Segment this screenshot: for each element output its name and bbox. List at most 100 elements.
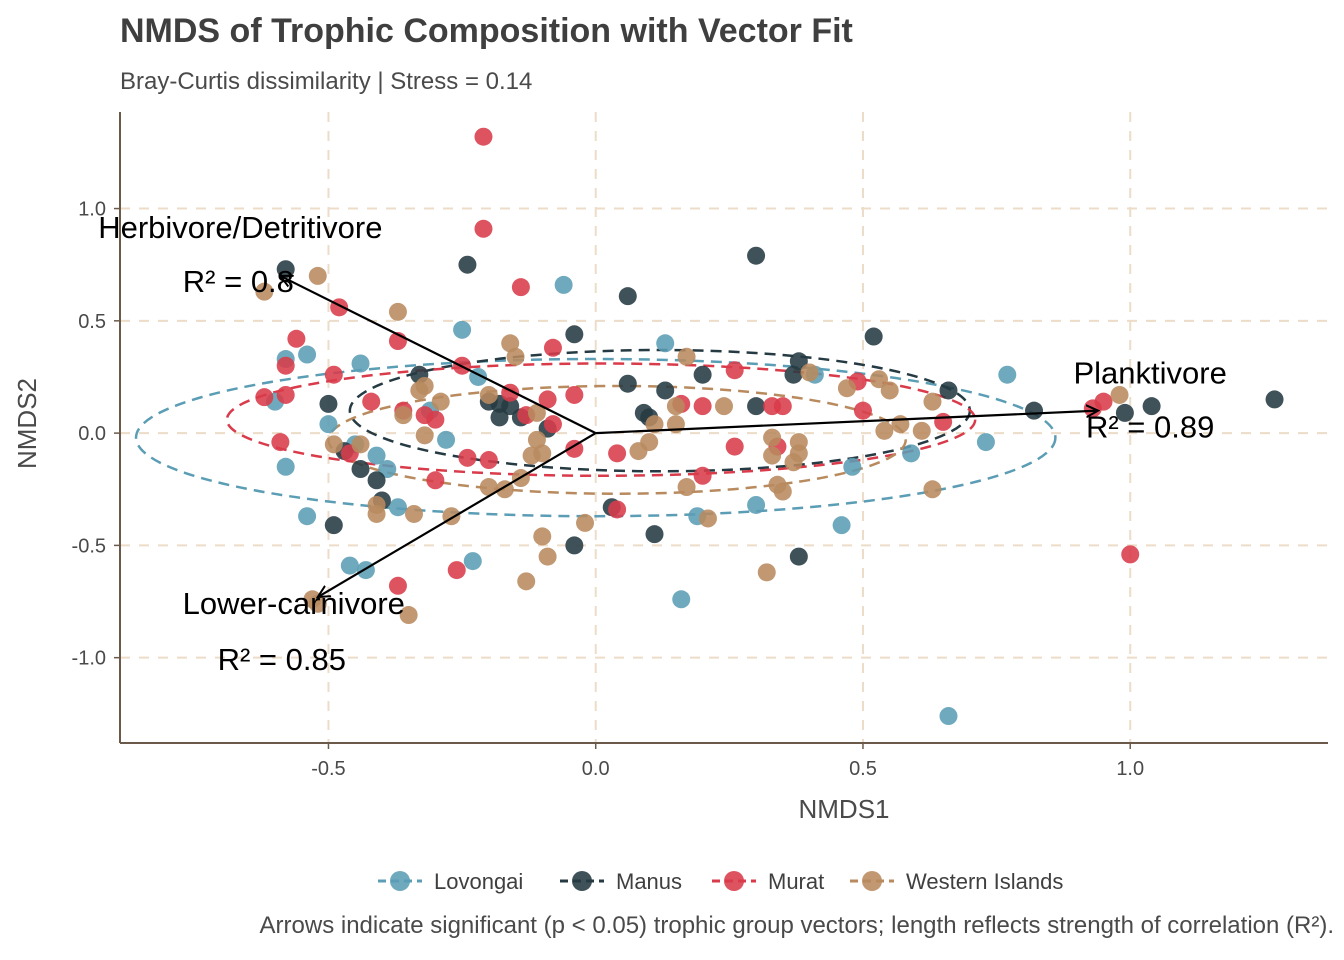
point-manus <box>565 325 584 344</box>
axes: -0.5 0.0 0.5 1.0 -1.0 -0.5 0.0 0.5 1.0 NMDS1 NMDS2 <box>12 112 1328 824</box>
point-western-islands <box>698 509 717 528</box>
point-murat <box>447 561 466 580</box>
point-manus <box>618 374 637 393</box>
point-murat <box>474 127 493 146</box>
point-western-islands <box>367 495 386 514</box>
point-lovongai <box>656 334 675 353</box>
point-murat <box>276 356 295 375</box>
point-manus <box>351 460 370 479</box>
point-western-islands <box>666 397 685 416</box>
point-murat <box>426 410 445 429</box>
vector-r2-herbivore-detritivore: R² = 0.8 <box>183 264 294 299</box>
point-western-islands <box>789 433 808 452</box>
point-western-islands <box>501 334 520 353</box>
point-western-islands <box>757 563 776 582</box>
point-murat <box>693 397 712 416</box>
point-western-islands <box>308 594 327 613</box>
point-lovongai <box>388 498 407 517</box>
legend-marker <box>724 871 744 891</box>
point-manus <box>747 397 766 416</box>
point-western-islands <box>308 266 327 285</box>
point-lovongai <box>276 457 295 476</box>
point-western-islands <box>800 363 819 382</box>
y-axis-title: NMDS2 <box>12 378 42 469</box>
x-axis-title: NMDS1 <box>798 794 889 824</box>
point-manus <box>490 408 509 427</box>
point-western-islands <box>479 385 498 404</box>
point-western-islands <box>645 415 664 434</box>
point-murat <box>934 412 953 431</box>
vector-arrow-herbivore-detritivore <box>280 276 597 435</box>
point-murat <box>511 278 530 297</box>
point-murat <box>773 397 792 416</box>
point-western-islands <box>527 430 546 449</box>
point-western-islands <box>533 527 552 546</box>
point-western-islands <box>431 392 450 411</box>
point-lovongai <box>437 430 456 449</box>
point-manus <box>789 547 808 566</box>
legend-label: Lovongai <box>434 869 523 894</box>
point-lovongai <box>351 354 370 373</box>
x-tick-label: 0.5 <box>849 758 877 780</box>
point-western-islands <box>388 302 407 321</box>
point-western-islands <box>324 435 343 454</box>
point-western-islands <box>912 421 931 440</box>
point-western-islands <box>640 433 659 452</box>
point-western-islands <box>891 415 910 434</box>
point-manus <box>645 525 664 544</box>
point-lovongai <box>747 495 766 514</box>
point-manus <box>565 536 584 555</box>
y-tick-label: 1.0 <box>78 199 106 221</box>
point-murat <box>693 466 712 485</box>
point-lovongai <box>902 444 921 463</box>
point-manus <box>618 287 637 306</box>
legend-item-lovongai: Lovongai <box>378 869 523 894</box>
legend-item-western-islands: Western Islands <box>850 869 1063 894</box>
point-murat <box>565 385 584 404</box>
point-western-islands <box>506 347 525 366</box>
point-manus <box>693 365 712 384</box>
point-manus <box>784 365 803 384</box>
point-western-islands <box>255 282 274 301</box>
point-murat <box>474 219 493 238</box>
vector-label-herbivore-detritivore: Herbivore/Detritivore <box>98 210 382 245</box>
point-western-islands <box>415 376 434 395</box>
point-western-islands <box>763 446 782 465</box>
ellipse-murat <box>225 362 977 478</box>
point-western-islands <box>677 478 696 497</box>
ellipse-western-islands <box>327 384 907 495</box>
point-manus <box>864 327 883 346</box>
point-manus <box>324 516 343 535</box>
sample-points <box>255 127 1284 726</box>
point-manus <box>656 381 675 400</box>
point-western-islands <box>837 379 856 398</box>
point-murat <box>271 433 290 452</box>
point-western-islands <box>394 406 413 425</box>
chart-subtitle: Bray-Curtis dissimilarity | Stress = 0.1… <box>120 68 533 95</box>
point-western-islands <box>923 392 942 411</box>
point-murat <box>458 448 477 467</box>
point-western-islands <box>763 428 782 447</box>
vector-label-planktivore: Planktivore <box>1073 356 1226 391</box>
vector-arrow-lower-carnivore <box>318 432 597 597</box>
point-manus <box>1265 390 1284 409</box>
point-lovongai <box>319 415 338 434</box>
point-murat <box>426 471 445 490</box>
point-western-islands <box>1110 385 1129 404</box>
point-western-islands <box>923 480 942 499</box>
point-western-islands <box>870 370 889 389</box>
point-western-islands <box>517 572 536 591</box>
point-lovongai <box>298 507 317 526</box>
point-manus <box>747 246 766 265</box>
legend-label: Western Islands <box>906 869 1063 894</box>
point-murat <box>608 444 627 463</box>
point-murat <box>853 401 872 420</box>
point-murat <box>255 388 274 407</box>
point-murat <box>388 576 407 595</box>
chart-caption: Arrows indicate significant (p < 0.05) t… <box>259 912 1334 939</box>
point-western-islands <box>404 504 423 523</box>
point-lovongai <box>340 556 359 575</box>
point-manus <box>501 397 520 416</box>
point-murat <box>543 338 562 357</box>
